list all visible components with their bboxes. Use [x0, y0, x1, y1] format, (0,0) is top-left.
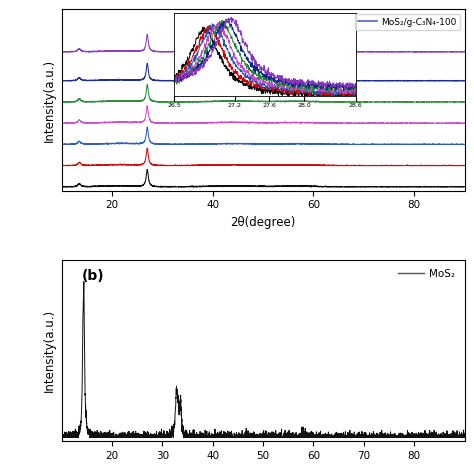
Legend: MoS₂/g-C₃N₄-100: MoS₂/g-C₃N₄-100: [355, 14, 460, 30]
X-axis label: 2θ(degree): 2θ(degree): [230, 216, 296, 229]
Y-axis label: Intensity(a.u.): Intensity(a.u.): [43, 309, 56, 392]
Y-axis label: Intensity(a.u.): Intensity(a.u.): [43, 58, 56, 142]
Legend: MoS₂: MoS₂: [394, 265, 459, 283]
Text: (b): (b): [82, 269, 104, 283]
